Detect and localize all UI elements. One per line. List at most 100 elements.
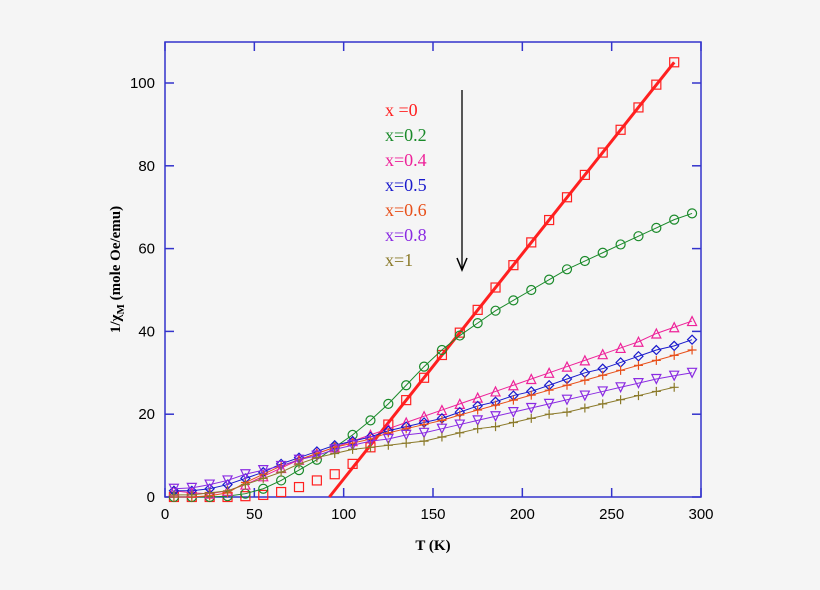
data-point xyxy=(223,486,233,496)
series-line xyxy=(173,349,693,498)
data-point xyxy=(490,411,502,423)
data-point xyxy=(401,424,411,434)
legend-entry: x =0 xyxy=(385,100,418,120)
data-point xyxy=(632,335,644,347)
y-axis-label: 1/χM (mole Oe/emu) xyxy=(108,206,127,333)
data-point xyxy=(329,444,341,456)
data-point xyxy=(669,57,680,68)
data-point xyxy=(651,386,661,396)
data-point xyxy=(507,407,519,418)
legend-entry: x=0.5 xyxy=(385,175,427,195)
data-point xyxy=(472,304,483,315)
data-point xyxy=(633,350,644,362)
series-6 xyxy=(169,382,679,500)
data-point xyxy=(348,444,358,454)
data-point xyxy=(669,382,679,392)
data-point xyxy=(526,413,536,423)
data-point xyxy=(597,147,608,158)
data-point xyxy=(418,361,430,372)
data-point xyxy=(311,475,322,486)
data-point xyxy=(204,479,216,491)
data-point xyxy=(598,370,608,380)
data-point xyxy=(544,385,554,395)
data-point xyxy=(597,386,609,398)
data-point xyxy=(668,340,680,352)
data-point xyxy=(293,454,305,466)
data-point xyxy=(490,282,501,293)
data-point xyxy=(187,490,197,500)
data-point xyxy=(454,419,466,431)
legend-entry: x=0.6 xyxy=(385,200,427,220)
data-point xyxy=(686,334,698,346)
data-point xyxy=(579,354,591,366)
data-point xyxy=(186,482,198,494)
data-point xyxy=(579,390,591,402)
arrow-head-icon xyxy=(456,257,468,272)
series-2 xyxy=(168,315,698,499)
data-point xyxy=(615,124,626,135)
data-point xyxy=(650,327,662,339)
data-point xyxy=(472,318,483,329)
data-point xyxy=(686,367,698,379)
data-point xyxy=(240,491,251,502)
y-tick-label: 100 xyxy=(130,75,155,92)
data-point xyxy=(508,295,519,306)
data-point xyxy=(543,366,555,378)
data-point xyxy=(258,473,268,483)
data-point xyxy=(597,247,608,258)
data-point xyxy=(580,403,590,413)
data-point xyxy=(562,407,572,417)
x-tick-label: 100 xyxy=(331,506,356,523)
y-tick-label: 60 xyxy=(138,241,155,258)
data-point xyxy=(508,260,519,271)
data-point xyxy=(686,208,698,219)
data-point xyxy=(561,394,573,406)
data-point xyxy=(597,348,609,360)
x-tick-label: 50 xyxy=(246,506,263,523)
data-point xyxy=(329,469,340,480)
data-point xyxy=(437,415,447,425)
data-point xyxy=(205,488,215,498)
data-point xyxy=(508,417,518,427)
fit-line xyxy=(328,61,676,498)
data-point xyxy=(544,409,554,419)
data-point xyxy=(240,480,250,490)
data-point xyxy=(293,481,305,493)
legend-entry: x=0.4 xyxy=(385,150,427,170)
data-point xyxy=(455,428,465,438)
data-point xyxy=(632,378,644,389)
data-point xyxy=(258,489,269,501)
data-point xyxy=(401,438,411,448)
data-point xyxy=(382,433,394,445)
data-point xyxy=(616,395,626,405)
data-point xyxy=(508,395,518,405)
legend-entry: x=0.2 xyxy=(385,125,427,145)
axes-frame xyxy=(164,41,702,498)
data-point xyxy=(668,370,680,382)
data-point xyxy=(650,344,662,356)
data-point xyxy=(169,490,179,500)
data-point xyxy=(365,442,375,452)
data-point xyxy=(294,459,304,469)
data-point xyxy=(436,423,448,435)
series-line xyxy=(173,372,693,490)
data-point xyxy=(543,398,555,410)
data-point xyxy=(276,486,287,498)
data-point xyxy=(168,483,180,495)
data-point xyxy=(239,469,251,481)
data-point xyxy=(454,330,465,341)
data-point xyxy=(490,385,502,397)
x-tick-label: 0 xyxy=(161,506,169,523)
series-line xyxy=(173,212,693,498)
data-point xyxy=(561,264,573,275)
data-point xyxy=(418,372,430,383)
x-tick-label: 200 xyxy=(510,506,535,523)
data-point xyxy=(580,375,590,385)
legend-entry: x=1 xyxy=(385,250,413,270)
data-point xyxy=(364,436,376,447)
data-point xyxy=(473,405,483,415)
series-1 xyxy=(168,208,698,503)
data-point xyxy=(507,379,519,391)
